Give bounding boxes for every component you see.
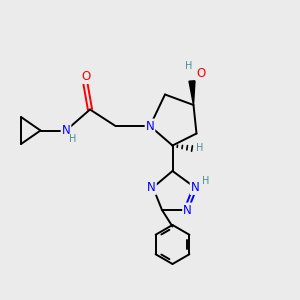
Polygon shape xyxy=(189,81,195,105)
Text: N: N xyxy=(190,181,200,194)
Text: N: N xyxy=(183,203,192,217)
Text: N: N xyxy=(61,124,70,137)
Text: O: O xyxy=(196,67,206,80)
Text: H: H xyxy=(202,176,209,187)
Text: H: H xyxy=(69,134,76,145)
Text: H: H xyxy=(196,143,203,153)
Text: N: N xyxy=(147,181,156,194)
Text: O: O xyxy=(81,70,90,83)
Text: N: N xyxy=(146,119,154,133)
Text: H: H xyxy=(185,61,193,71)
